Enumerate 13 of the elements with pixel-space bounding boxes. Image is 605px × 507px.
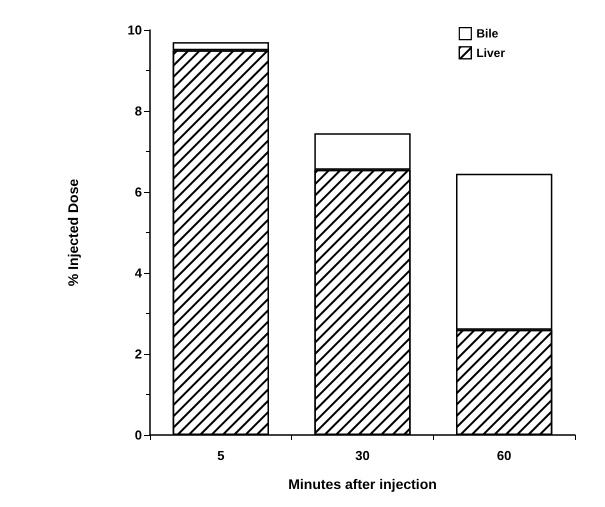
- y-tick-label: 8: [134, 104, 142, 118]
- legend-label: Liver: [476, 46, 506, 60]
- y-tick-label: 6: [134, 184, 142, 200]
- x-tick-label: 5: [217, 448, 224, 463]
- legend-label: Bile: [476, 26, 499, 41]
- x-tick-label: 30: [355, 448, 370, 463]
- y-tick-label: 10: [128, 22, 142, 38]
- y-tick-label: 4: [134, 266, 143, 280]
- y-axis-title: % Injected Dose: [65, 178, 81, 286]
- y-tick-label: 0: [134, 428, 142, 442]
- y-tick-label: 2: [134, 346, 142, 362]
- x-axis-title: Minutes after injection: [288, 476, 437, 492]
- x-tick-label: 60: [496, 448, 512, 463]
